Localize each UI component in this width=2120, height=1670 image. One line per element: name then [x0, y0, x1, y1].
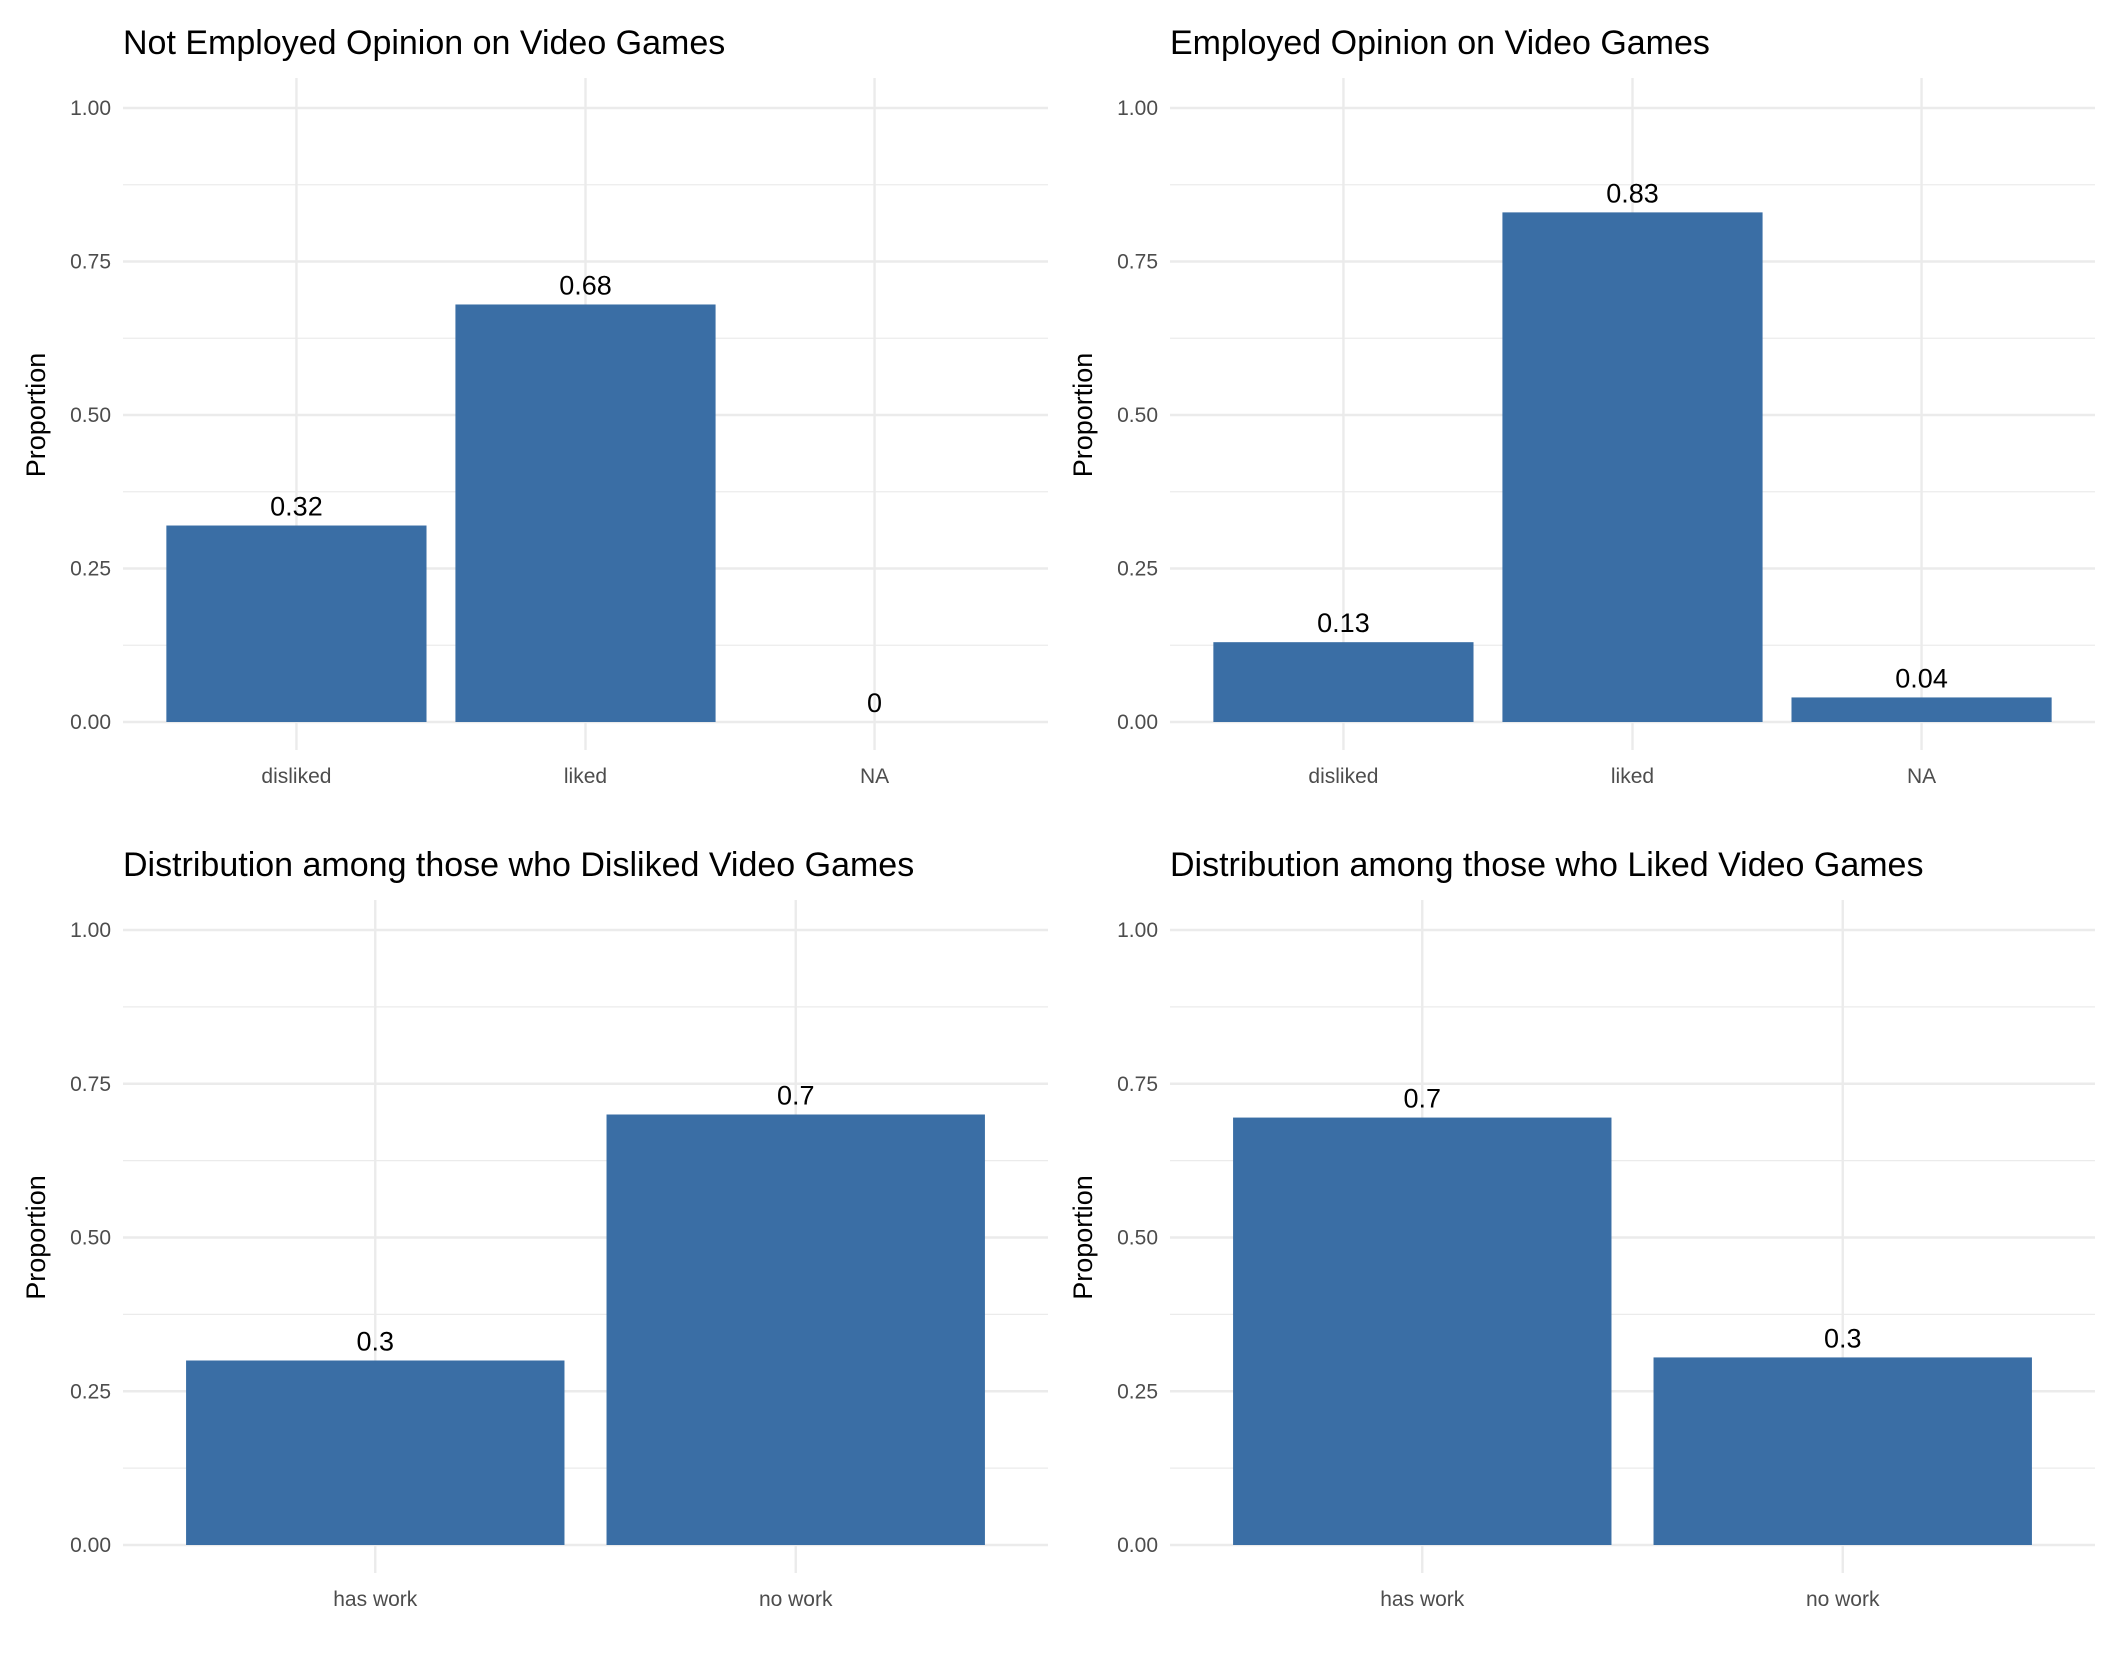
panel-title: Distribution among those who Disliked Vi… — [123, 846, 914, 884]
y-axis-title: Proportion — [21, 353, 51, 478]
y-tick-label: 0.50 — [1117, 1227, 1158, 1250]
data-label: 0.68 — [559, 270, 612, 300]
x-tick-label: disliked — [261, 765, 331, 788]
bar-no-work — [606, 1114, 985, 1545]
chart-panel-1: 0.00 0.25 0.50 0.75 1.00 0.32 0.68 0 disliked lik… — [21, 24, 1048, 788]
data-label: 0.7 — [777, 1081, 815, 1111]
bar-has-work — [186, 1360, 565, 1545]
y-tick-label: 0.75 — [70, 251, 111, 274]
bar-liked — [455, 304, 716, 722]
data-label: 0.83 — [1606, 178, 1659, 208]
y-tick-label: 0.25 — [70, 1380, 111, 1403]
y-tick-label: 0.50 — [1117, 404, 1158, 427]
x-tick-label: disliked — [1308, 765, 1378, 788]
x-tick-label: has work — [333, 1588, 418, 1611]
chart-panel-4: 0.00 0.25 0.50 0.75 1.00 0.7 0.3 has work no wor… — [1068, 846, 2095, 1611]
x-tick-label: NA — [1907, 765, 1936, 788]
chart-panel-2: 0.00 0.25 0.50 0.75 1.00 0.13 0.83 0.04 disliked… — [1068, 24, 2095, 788]
y-tick-label: 1.00 — [70, 919, 111, 942]
panel-title: Employed Opinion on Video Games — [1170, 24, 1710, 62]
y-tick-label: 0.75 — [1117, 1073, 1158, 1096]
x-tick-label: liked — [564, 765, 607, 788]
y-axis-title: Proportion — [1068, 1175, 1098, 1300]
chart-panel-3: 0.00 0.25 0.50 0.75 1.00 0.3 0.7 has work no wor… — [21, 846, 1048, 1611]
panel-title: Distribution among those who Liked Video… — [1170, 846, 1923, 884]
y-tick-label: 0.50 — [70, 1227, 111, 1250]
x-tick-label: liked — [1611, 765, 1654, 788]
data-label: 0.04 — [1895, 663, 1948, 693]
bar-na — [1791, 697, 2052, 722]
y-tick-label: 0.00 — [1117, 1534, 1158, 1557]
bar-disliked — [1213, 642, 1474, 722]
bar-no-work — [1653, 1357, 2032, 1545]
y-tick-label: 0.00 — [70, 711, 111, 734]
y-tick-label: 0.50 — [70, 404, 111, 427]
y-tick-label: 0.00 — [1117, 711, 1158, 734]
x-tick-label: has work — [1380, 1588, 1465, 1611]
y-axis-title: Proportion — [21, 1175, 51, 1300]
bar-has-work — [1233, 1117, 1612, 1545]
y-tick-label: 0.25 — [1117, 1380, 1158, 1403]
bar-liked — [1502, 212, 1763, 722]
bar-disliked — [166, 525, 427, 722]
panel-title: Not Employed Opinion on Video Games — [123, 24, 725, 62]
x-tick-label: no work — [759, 1588, 833, 1611]
data-label: 0.3 — [1824, 1323, 1862, 1353]
data-label: 0.7 — [1403, 1084, 1441, 1114]
data-label: 0.3 — [356, 1327, 394, 1357]
y-tick-label: 1.00 — [1117, 97, 1158, 120]
y-tick-label: 0.75 — [1117, 251, 1158, 274]
y-tick-label: 0.25 — [1117, 558, 1158, 581]
x-tick-label: no work — [1806, 1588, 1880, 1611]
y-tick-label: 0.25 — [70, 558, 111, 581]
y-tick-label: 1.00 — [70, 97, 111, 120]
y-tick-label: 0.00 — [70, 1534, 111, 1557]
y-tick-label: 1.00 — [1117, 919, 1158, 942]
x-tick-label: NA — [860, 765, 889, 788]
y-tick-label: 0.75 — [70, 1073, 111, 1096]
y-axis-title: Proportion — [1068, 353, 1098, 478]
data-label: 0.32 — [270, 492, 323, 522]
data-label: 0.13 — [1317, 608, 1370, 638]
data-label: 0 — [867, 688, 882, 718]
